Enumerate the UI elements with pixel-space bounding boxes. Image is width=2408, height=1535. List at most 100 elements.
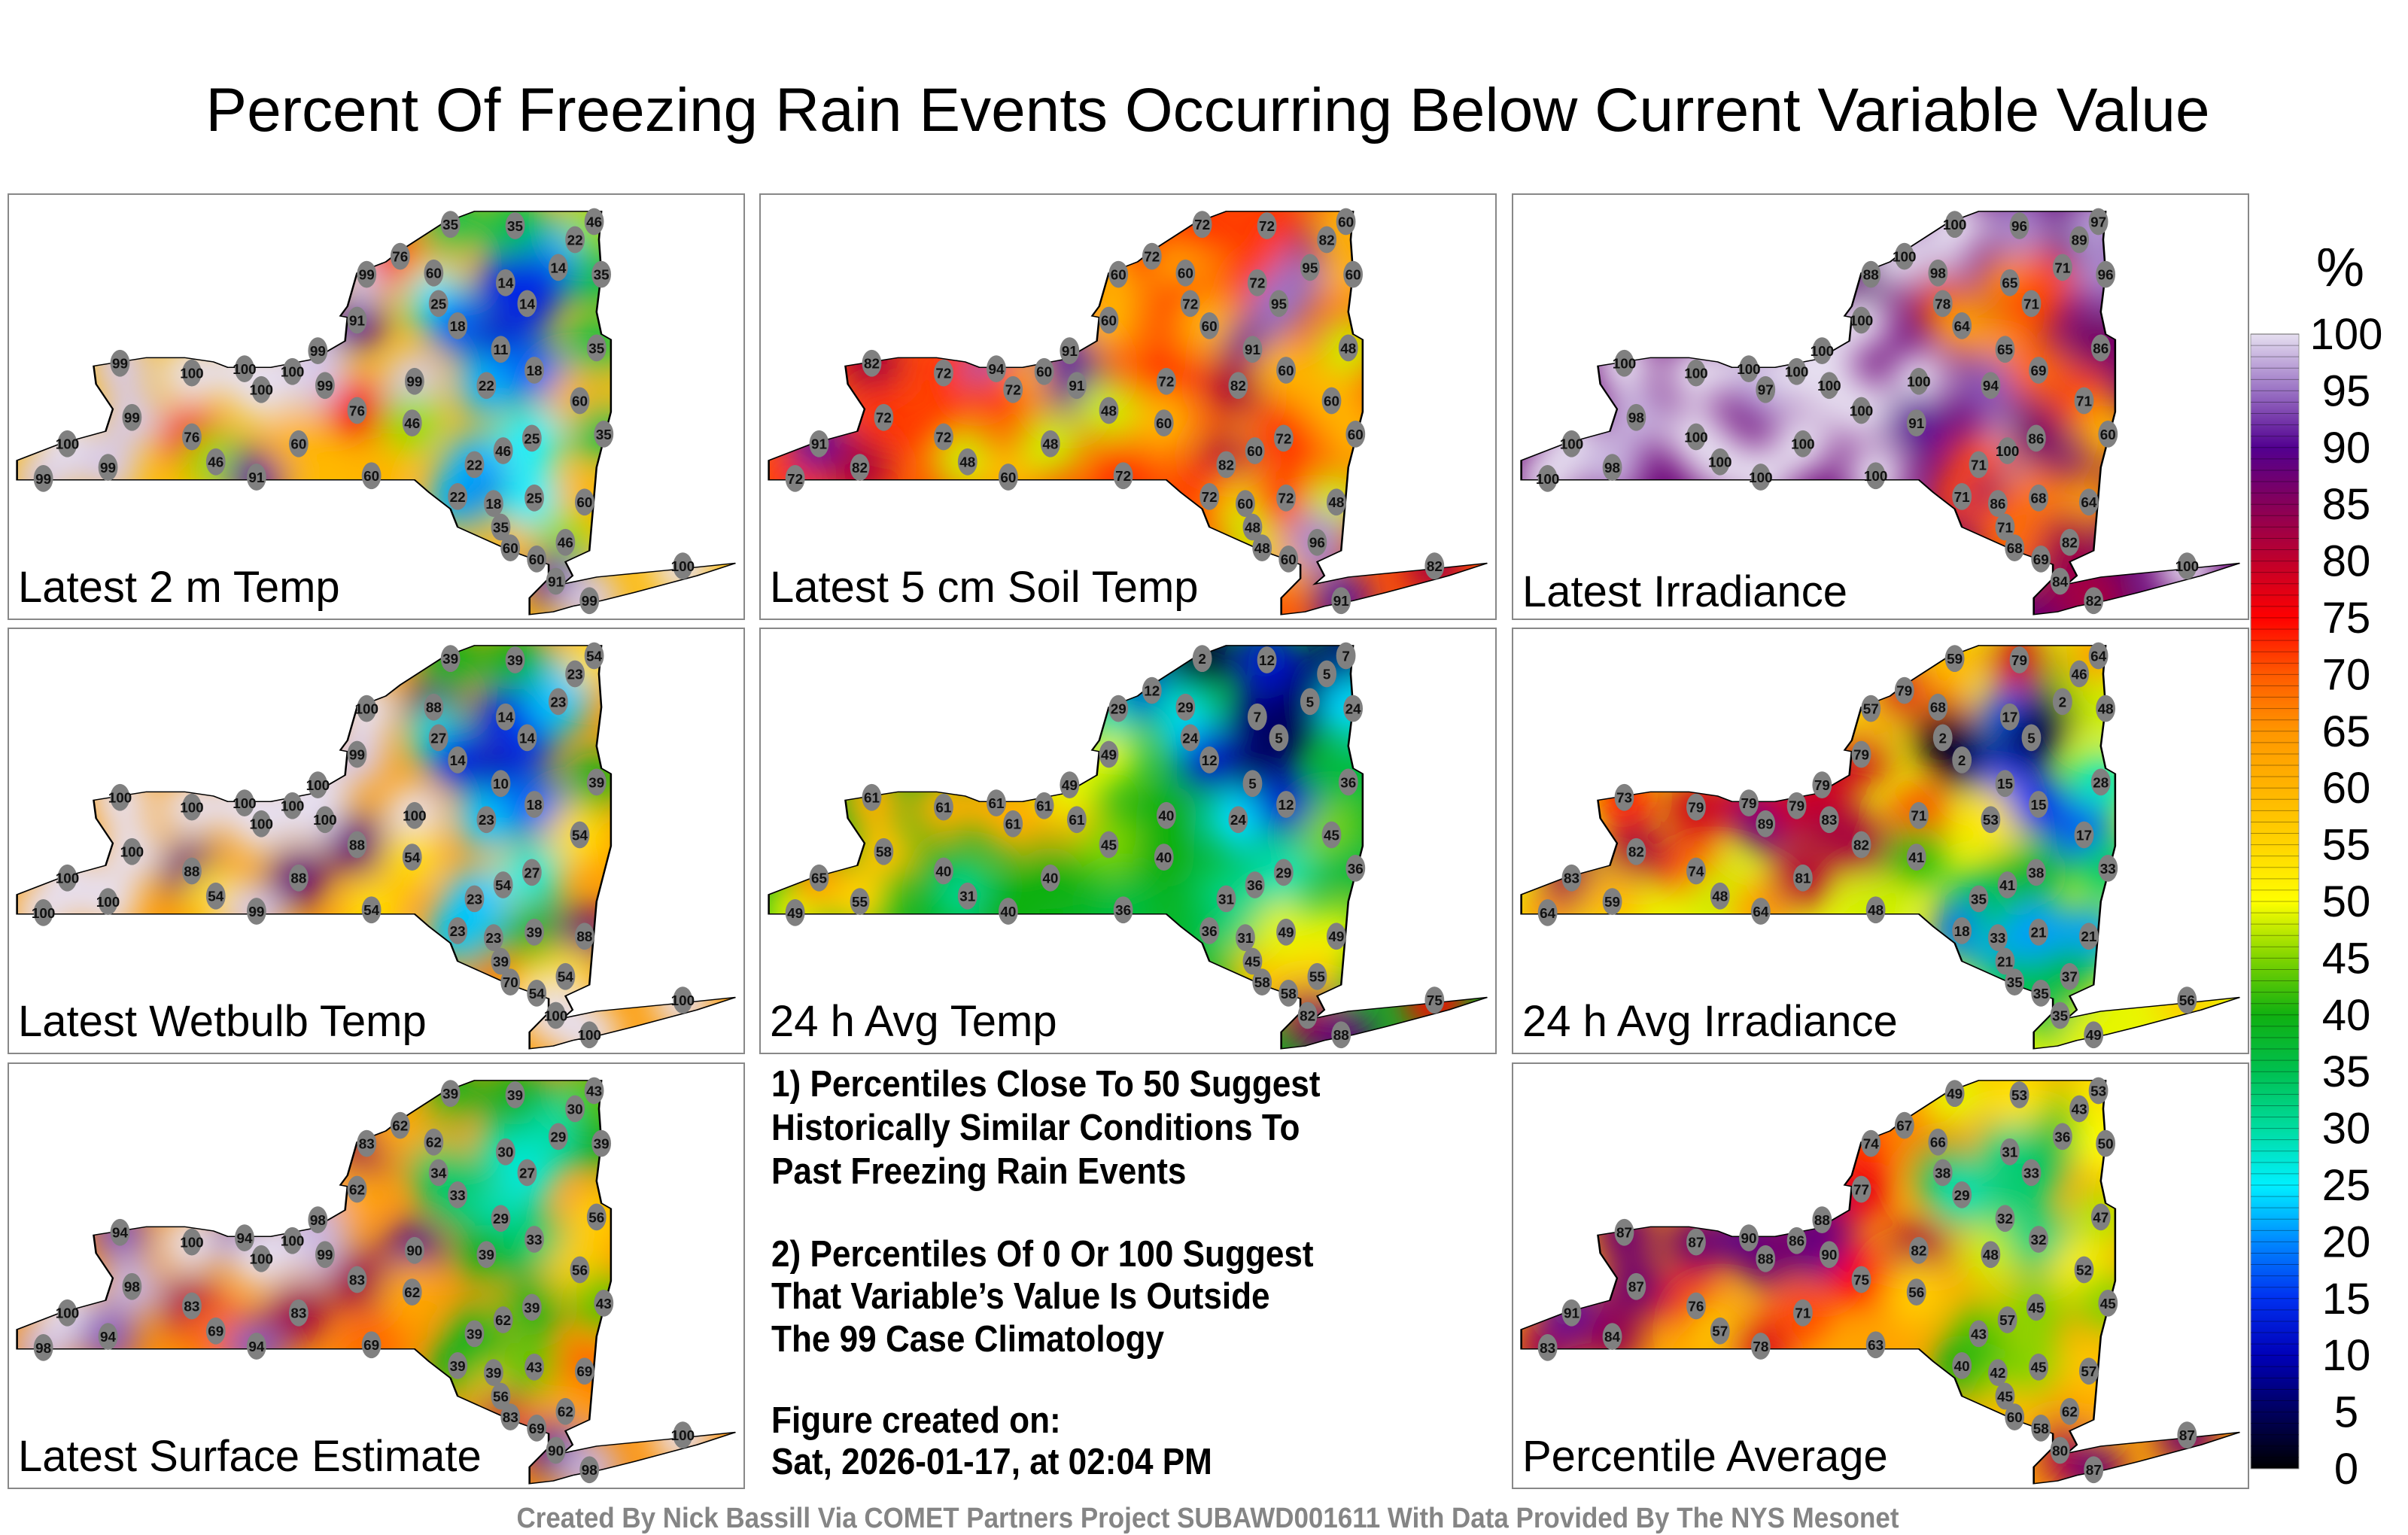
station-value: 83	[1821, 812, 1837, 828]
station-value: 21	[2031, 925, 2047, 941]
station-value: 74	[1688, 863, 1704, 879]
station-marker: 58	[1278, 980, 1299, 1007]
station-marker: 82	[1297, 1002, 1318, 1029]
station-value: 100	[233, 361, 256, 377]
station-value: 54	[363, 902, 379, 918]
station-marker: 83	[1561, 864, 1582, 892]
station-value: 72	[876, 410, 892, 426]
station-value: 69	[208, 1324, 223, 1339]
station-marker: 42	[1988, 1359, 2008, 1386]
station-marker: 87	[2084, 1456, 2104, 1484]
station-marker: 68	[1928, 693, 1948, 721]
station-value: 75	[1853, 1272, 1869, 1287]
station-marker: 91	[1066, 372, 1087, 400]
station-marker: 82	[2060, 528, 2080, 556]
station-value: 33	[1990, 930, 2005, 946]
station-marker: 91	[1561, 1299, 1582, 1327]
station-marker: 100	[1893, 242, 1917, 270]
station-marker: 98	[308, 1206, 328, 1233]
station-value: 56	[493, 1388, 509, 1404]
station-value: 45	[1997, 1388, 2013, 1404]
station-marker: 100	[577, 1021, 601, 1049]
station-marker: 98	[33, 1334, 53, 1361]
station-value: 48	[1340, 340, 1356, 356]
station-marker: 100	[1560, 430, 1583, 457]
station-value: 37	[2062, 969, 2078, 985]
station-marker: 40	[934, 857, 953, 885]
station-value: 71	[2054, 260, 2070, 275]
station-marker: 43	[594, 1289, 614, 1317]
station-marker: 5	[1242, 770, 1263, 798]
ny-state-map: 1001001009898100100100100971001001001001…	[1520, 208, 2240, 616]
colorbar-tick-label: 65	[2322, 707, 2371, 756]
station-value: 25	[524, 430, 540, 446]
station-marker: 17	[1999, 703, 2020, 731]
station-marker: 46	[205, 448, 226, 476]
station-value: 99	[124, 410, 140, 426]
colorbar-tick-label: 40	[2322, 991, 2371, 1040]
station-marker: 71	[1792, 1299, 1813, 1327]
station-marker: 60	[1034, 357, 1054, 385]
station-value: 100	[56, 436, 79, 452]
panel-label: 24 h Avg Irradiance	[1522, 997, 1898, 1046]
station-marker: 79	[1812, 771, 1832, 798]
station-marker: 39	[505, 646, 525, 673]
station-value: 62	[349, 1181, 365, 1197]
station-value: 33	[450, 1187, 466, 1203]
station-value: 72	[935, 366, 951, 381]
station-value: 79	[2011, 652, 2027, 668]
station-marker: 17	[2074, 821, 2094, 849]
station-value: 100	[2175, 558, 2199, 574]
station-marker: 100	[120, 837, 144, 865]
station-marker: 100	[1785, 357, 1808, 385]
station-marker: 82	[1216, 451, 1236, 479]
station-marker: 61	[862, 783, 882, 811]
station-value: 41	[1908, 850, 1924, 865]
station-marker: 35	[440, 211, 461, 239]
station-marker: 32	[2029, 1226, 2048, 1253]
map-panel-latest-2m-temp: 99 100 99 99 99 100 76 46 100 100 91 60 100 99 99 76 60 9…	[8, 193, 745, 620]
station-marker: 30	[565, 1095, 585, 1123]
station-marker: 94	[987, 355, 1006, 382]
station-marker: 100	[249, 375, 273, 403]
station-value: 49	[2086, 1027, 2102, 1043]
station-value: 69	[363, 1337, 379, 1353]
station-marker: 87	[1614, 1218, 1634, 1246]
station-marker: 12	[1199, 746, 1220, 774]
station-value: 91	[1333, 593, 1349, 609]
station-value: 71	[1971, 457, 1987, 473]
station-value: 24	[1182, 730, 1198, 746]
station-value: 98	[582, 1462, 597, 1478]
station-marker: 5	[2021, 724, 2042, 752]
station-value: 100	[1737, 361, 1760, 377]
station-value: 36	[1247, 877, 1263, 893]
station-value: 79	[1853, 746, 1869, 762]
station-marker: 72	[1257, 212, 1277, 239]
station-value: 60	[1178, 266, 1193, 281]
station-marker: 79	[1851, 740, 1871, 768]
station-marker: 91	[246, 464, 266, 491]
percentile-field	[1521, 645, 2240, 1049]
station-value: 39	[450, 1358, 466, 1374]
map-panel-latest-irradiance: 100 100 100 98 98 100 100 100 100 97 100 100 100 100 1…	[1512, 193, 2249, 620]
station-value: 35	[442, 217, 458, 233]
station-value: 45	[2031, 1360, 2047, 1375]
station-marker: 100	[108, 783, 132, 811]
station-marker: 46	[2069, 660, 2090, 688]
station-marker: 60	[1154, 409, 1174, 436]
station-value: 69	[2033, 552, 2049, 567]
station-value: 25	[527, 491, 543, 506]
station-value: 56	[1908, 1284, 1924, 1300]
colorbar-tick-label: 50	[2322, 877, 2371, 926]
station-value: 48	[1868, 902, 1884, 918]
note-line: 1) Percentiles Close To 50 Suggest	[771, 1064, 1321, 1105]
station-marker: 80	[2050, 1436, 2070, 1464]
station-value: 99	[349, 746, 365, 762]
station-value: 48	[2098, 701, 2114, 717]
station-value: 7	[1254, 710, 1262, 725]
station-marker: 60	[500, 534, 521, 562]
station-value: 60	[1247, 443, 1263, 459]
station-marker: 61	[987, 789, 1006, 816]
station-value: 23	[479, 812, 494, 828]
station-value: 36	[1348, 861, 1364, 877]
